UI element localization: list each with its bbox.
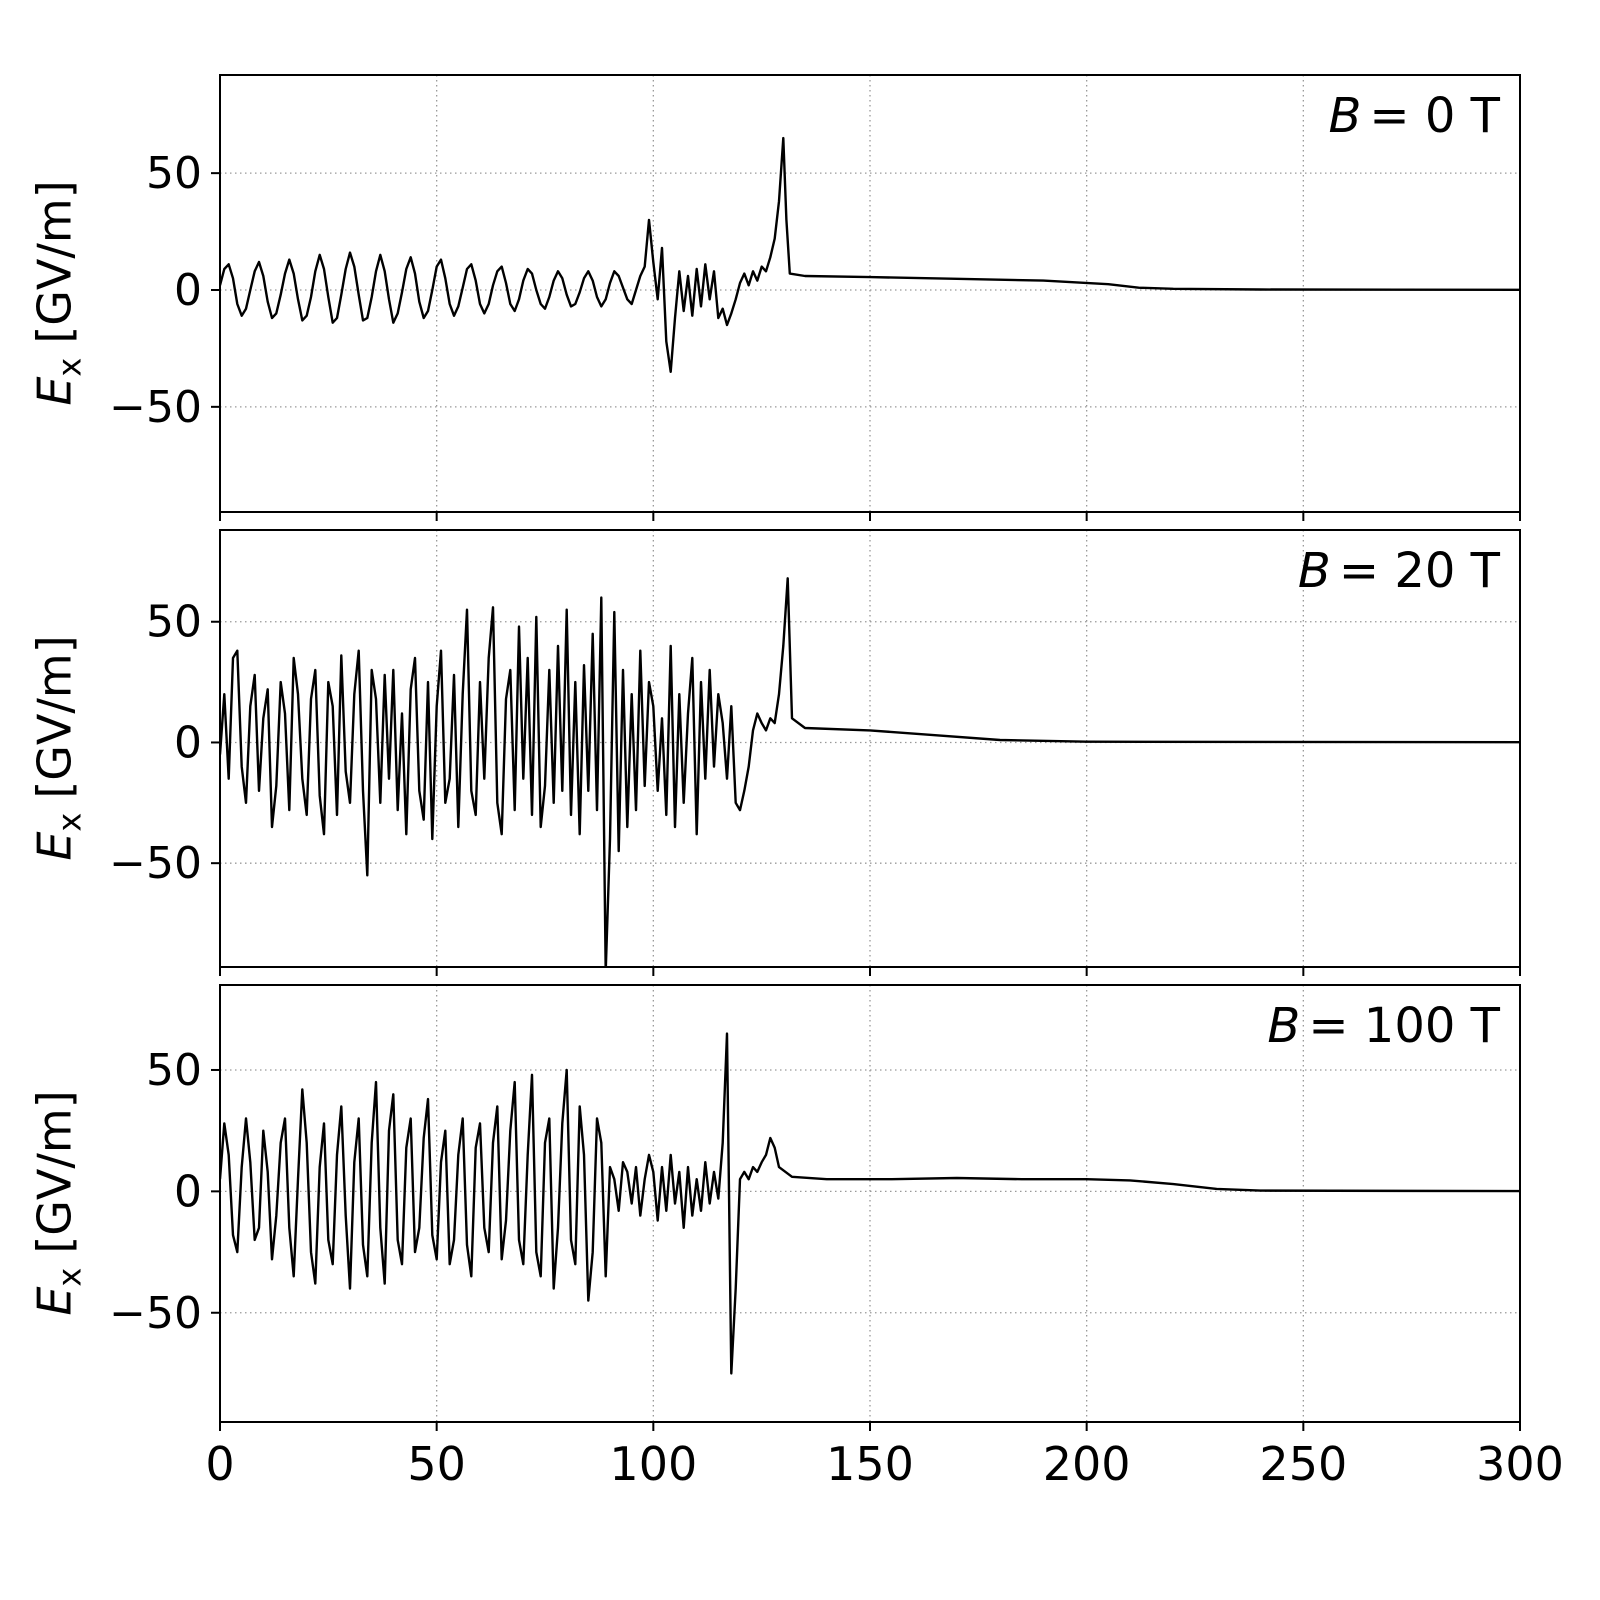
ylabel-subscript: x	[50, 357, 89, 377]
annotation-text: = 0 T	[1369, 88, 1500, 144]
x-tick-label: 250	[1259, 1437, 1347, 1491]
annotation-symbol: B	[1328, 88, 1362, 144]
ylabel-symbol: E	[27, 1286, 82, 1316]
panel-2: −50 0 50 0 50 100 150 200 250 300	[109, 984, 1564, 1491]
y-tick-label: 50	[146, 1045, 202, 1096]
x-tick-label: 0	[205, 1437, 234, 1491]
ylabel-symbol: E	[27, 831, 82, 861]
x-tick-label: 50	[407, 1437, 466, 1491]
ylabel-unit: [GV/m]	[27, 180, 82, 344]
annotation-symbol: B	[1267, 998, 1301, 1054]
series-line	[220, 577, 1520, 967]
panel-0: −50 0 50	[109, 74, 1521, 521]
x-tick-label: 100	[609, 1437, 697, 1491]
y-tick-label: −50	[109, 838, 202, 889]
y-tick-label: −50	[109, 382, 202, 433]
ylabel-subscript: x	[50, 1267, 89, 1287]
y-tick-label: 0	[174, 1166, 202, 1217]
ylabel-unit: [GV/m]	[27, 635, 82, 799]
x-tick-label: 200	[1043, 1437, 1131, 1491]
annotation-text: = 100 T	[1308, 998, 1500, 1054]
ylabel-subscript: x	[50, 812, 89, 832]
y-axis-label-panel3: Ex [GV/m]	[28, 1090, 89, 1315]
y-tick-label: 50	[146, 597, 202, 648]
series-line	[220, 1032, 1520, 1375]
y-axis-label-panel1: Ex [GV/m]	[28, 180, 89, 405]
annotation-text: = 20 T	[1338, 543, 1500, 599]
series-line	[220, 136, 1520, 373]
y-axis-label-panel2: Ex [GV/m]	[28, 635, 89, 860]
y-tick-label: 0	[174, 717, 202, 768]
x-tick-label: 150	[826, 1437, 914, 1491]
y-tick-label: −50	[109, 1288, 202, 1339]
ylabel-unit: [GV/m]	[27, 1090, 82, 1254]
panel-1: −50 0 50	[109, 529, 1521, 976]
y-tick-label: 50	[146, 148, 202, 199]
y-tick-label: 0	[174, 265, 202, 316]
annotation-b20: B = 20 T	[1298, 543, 1500, 599]
annotation-b0: B = 0 T	[1328, 88, 1500, 144]
x-tick-label: 300	[1476, 1437, 1564, 1491]
annotation-b100: B = 100 T	[1267, 998, 1500, 1054]
ylabel-symbol: E	[27, 376, 82, 406]
annotation-symbol: B	[1297, 543, 1331, 599]
